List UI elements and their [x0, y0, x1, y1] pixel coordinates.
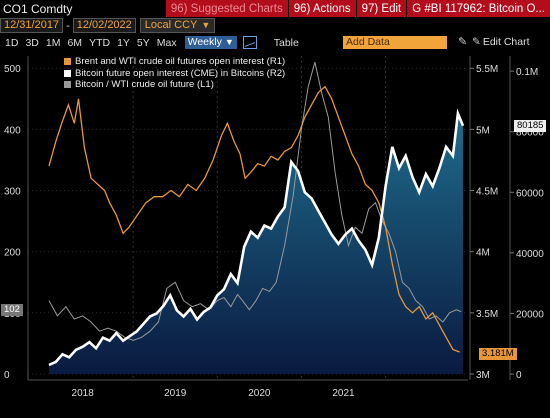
- period-3d[interactable]: 3D: [25, 36, 39, 49]
- period-1m[interactable]: 1M: [45, 36, 61, 49]
- period-1d[interactable]: 1D: [5, 36, 19, 49]
- x-tick-label: 2020: [248, 388, 271, 399]
- legend-swatch: [64, 69, 71, 77]
- left-tick-label: 0: [4, 370, 10, 381]
- period-ytd[interactable]: YTD: [89, 36, 111, 49]
- r2-tick-label: 60000: [516, 188, 544, 199]
- r2-tick-label: 80000: [516, 128, 544, 139]
- currency-label: Local CCY: [144, 19, 198, 31]
- r1-last-value-tag: 3.181M: [479, 348, 517, 360]
- start-date-field[interactable]: 12/31/2017: [0, 18, 64, 33]
- table-button[interactable]: Table: [273, 36, 299, 49]
- r2-tick-label: 40000: [516, 249, 544, 260]
- left-tick-label: 300: [4, 187, 21, 198]
- r1-tick-label: 4M: [476, 248, 490, 259]
- period-6m[interactable]: 6M: [67, 36, 83, 49]
- chart-legend: Brent and WTI crude oil futures open int…: [64, 56, 285, 91]
- chevron-down-icon: ▼: [201, 20, 211, 30]
- ticker-label[interactable]: CO1 Comdty: [3, 1, 73, 16]
- period-5y[interactable]: 5Y: [136, 36, 150, 49]
- x-tick-label: 2019: [164, 388, 187, 399]
- chevron-down-icon: ▼: [224, 37, 234, 47]
- wrench-icon[interactable]: ✎: [458, 36, 468, 48]
- r1-tick-label: 3M: [476, 370, 490, 381]
- add-data-input[interactable]: Add Data: [343, 36, 447, 49]
- edit-button[interactable]: 97) Edit: [356, 0, 407, 17]
- frequency-select[interactable]: Weekly ▼: [184, 36, 237, 49]
- period-max[interactable]: Max: [156, 36, 177, 49]
- x-axis: 2018 2019 2020 2021: [72, 388, 355, 399]
- right-axis-2: 0.1M 80000 60000 40000 20000 0: [509, 56, 544, 381]
- edit-chart-label: Edit Chart: [482, 36, 530, 48]
- date-range-row: 12/31/2017 - 12/02/2022 Local CCY ▼: [0, 18, 550, 33]
- r1-tick-label: 3.5M: [476, 309, 498, 320]
- legend-item-ratio[interactable]: Bitcoin / WTI crude oil future (L1): [64, 79, 285, 91]
- edit-chart-button[interactable]: ✎ Edit Chart: [472, 35, 530, 50]
- line-chart-icon[interactable]: [242, 36, 257, 49]
- end-date-field[interactable]: 12/02/2022: [72, 18, 136, 33]
- r2-last-value-tag: 80185: [514, 120, 547, 132]
- r1-tick-label: 5.5M: [476, 64, 498, 75]
- legend-item-bitcoin-oi[interactable]: Bitcoin future open interest (CME) in Bi…: [64, 68, 285, 80]
- suggested-charts-button[interactable]: 96) Suggested Charts: [165, 0, 288, 17]
- series-brent-line: [48, 85, 460, 353]
- r2-tick-label: 0: [516, 370, 522, 381]
- period-1y[interactable]: 1Y: [117, 36, 130, 49]
- left-tick-label: 400: [4, 125, 21, 136]
- period-toolbar: 1D 3D 1M 6M YTD 1Y 5Y Max Weekly ▼ Table …: [0, 35, 550, 50]
- pencil-icon: ✎: [472, 36, 481, 48]
- bitcoin-oi-area: [49, 113, 463, 374]
- bi-link-button[interactable]: G #BI 117962: Bitcoin O...: [407, 0, 550, 17]
- r2-tick-label: 0.1M: [516, 67, 538, 78]
- legend-swatch: [64, 81, 71, 89]
- series-bitcoin-oi-line: [48, 108, 465, 367]
- title-bar: CO1 Comdty 96) Suggested Charts 96) Acti…: [0, 0, 550, 17]
- left-axis: 5004003002001000: [4, 64, 21, 381]
- left-tick-label: 200: [4, 248, 21, 259]
- left-last-value-tag: 102: [1, 304, 23, 316]
- legend-item-brent[interactable]: Brent and WTI crude oil futures open int…: [64, 56, 285, 68]
- x-tick-label: 2018: [72, 388, 95, 399]
- r2-tick-label: 20000: [516, 309, 544, 320]
- x-tick-label: 2021: [332, 388, 355, 399]
- r1-tick-label: 5M: [476, 125, 490, 136]
- r1-tick-label: 4.5M: [476, 187, 498, 198]
- frequency-label: Weekly: [187, 36, 222, 48]
- currency-select[interactable]: Local CCY ▼: [139, 18, 216, 33]
- left-tick-label: 500: [4, 64, 21, 75]
- right-axis-1: 5.5M 5M 4.5M 4M 3.5M 3M: [470, 64, 498, 381]
- legend-swatch: [64, 58, 71, 66]
- actions-button[interactable]: 96) Actions: [288, 0, 356, 17]
